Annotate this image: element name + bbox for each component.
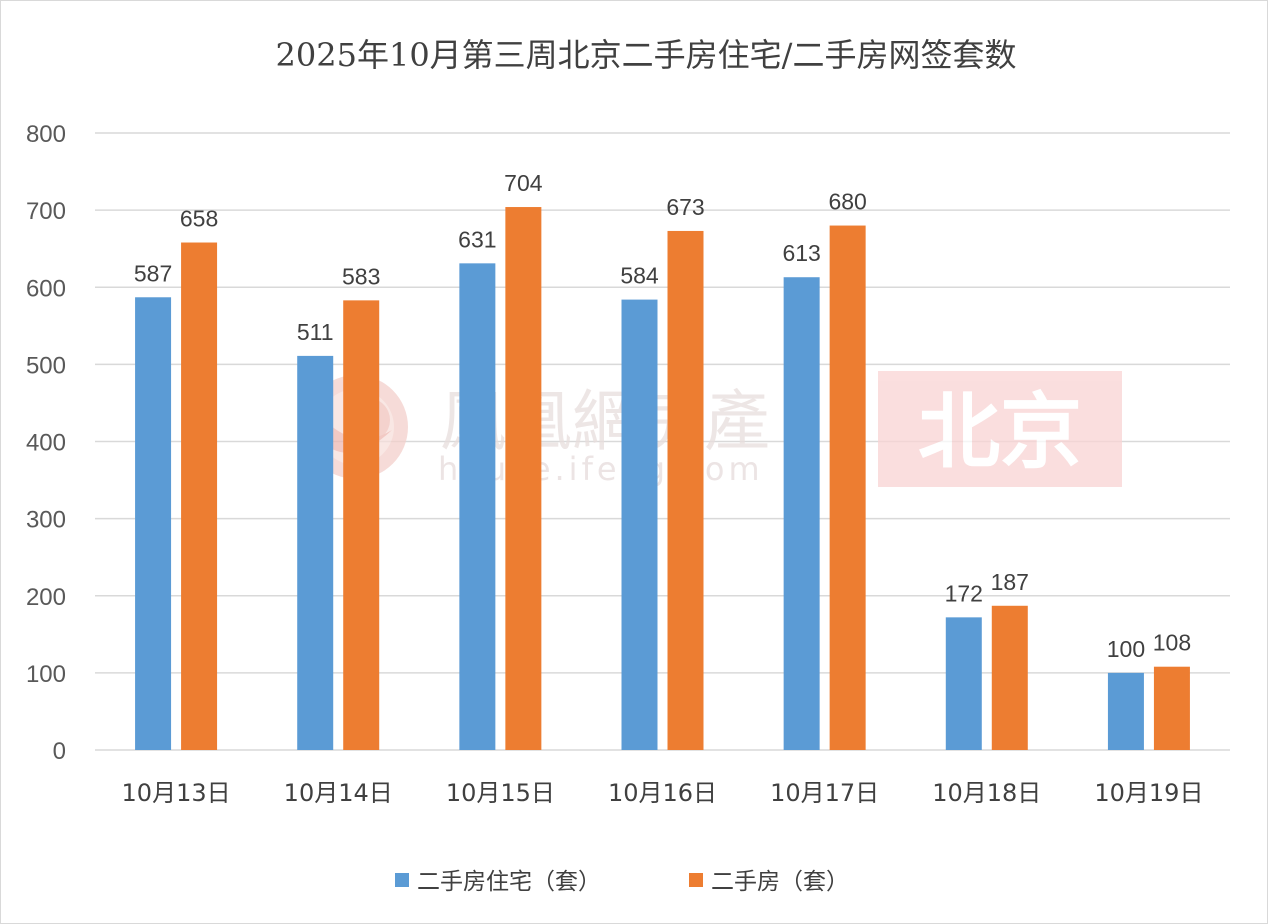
legend-swatch-series-2 (689, 873, 703, 887)
legend: 二手房住宅（套） 二手房（套） (395, 869, 849, 895)
watermark-city: 北京 (918, 384, 1082, 480)
watermark-city-badge (878, 371, 1122, 487)
y-tick-label: 600 (26, 275, 66, 302)
bar-series-2 (829, 225, 866, 751)
bar-series-1 (945, 617, 982, 750)
bar-series-1 (459, 263, 496, 750)
data-labels: 587 658 511 583 631 704 584 673 613 680 172 187 100 1… (134, 170, 1191, 662)
y-tick-label: 200 (26, 584, 66, 611)
data-label-series-1: 511 (297, 319, 334, 345)
y-axis: 0 100 200 300 400 500 600 700 800 (26, 121, 66, 765)
data-label-series-1: 631 (458, 226, 496, 252)
legend-label-series-2: 二手房（套） (711, 869, 849, 895)
data-label-series-2: 108 (1153, 630, 1191, 656)
bar-series-1 (1107, 672, 1144, 750)
y-tick-label: 800 (26, 121, 66, 148)
x-tick-label: 10月13日 (122, 779, 231, 807)
x-axis: 10月13日 10月14日 10月15日 10月16日 10月17日 10月18日 10月1… (122, 779, 1204, 807)
bar-series-2 (181, 242, 218, 750)
y-tick-label: 100 (26, 661, 66, 688)
data-label-series-2: 583 (342, 263, 380, 289)
y-tick-label: 700 (26, 198, 66, 225)
x-tick-label: 10月15日 (446, 779, 555, 807)
y-tick-label: 0 (53, 738, 66, 765)
bar-series-1 (621, 299, 658, 750)
y-tick-label: 300 (26, 507, 66, 534)
x-tick-label: 10月16日 (608, 779, 717, 807)
bar-series-2 (343, 300, 380, 750)
bar-series-1 (783, 277, 820, 750)
bar-series-2 (505, 207, 542, 751)
data-label-series-1: 613 (782, 240, 820, 266)
data-label-series-2: 658 (180, 206, 218, 232)
bar-series-2 (991, 605, 1028, 750)
y-tick-label: 400 (26, 430, 66, 457)
bars (135, 207, 1190, 751)
data-label-series-1: 100 (1107, 636, 1145, 662)
x-tick-label: 10月19日 (1094, 779, 1203, 807)
data-label-series-1: 587 (134, 260, 172, 286)
data-label-series-1: 584 (620, 263, 659, 289)
legend-label-series-1: 二手房住宅（套） (417, 869, 601, 895)
bar-series-1 (135, 297, 172, 750)
bar-series-2 (1153, 666, 1190, 750)
legend-swatch-series-1 (395, 873, 409, 887)
data-label-series-2: 673 (666, 194, 704, 220)
chart-title: 2025年10月第三周北京二手房住宅/二手房网签套数 (276, 36, 1017, 74)
data-label-series-2: 680 (828, 189, 866, 215)
x-tick-label: 10月17日 (770, 779, 879, 807)
data-label-series-1: 172 (945, 580, 983, 606)
x-tick-label: 10月18日 (932, 779, 1041, 807)
x-tick-label: 10月14日 (284, 779, 393, 807)
bar-series-2 (667, 230, 704, 751)
gridlines (95, 132, 1230, 751)
watermark: 鳳凰網房產 house.ifeng.com 北京 (304, 371, 1122, 488)
bar-series-1 (297, 355, 334, 750)
y-tick-label: 500 (26, 352, 66, 379)
data-label-series-2: 187 (991, 569, 1029, 595)
data-label-series-2: 704 (504, 170, 543, 196)
